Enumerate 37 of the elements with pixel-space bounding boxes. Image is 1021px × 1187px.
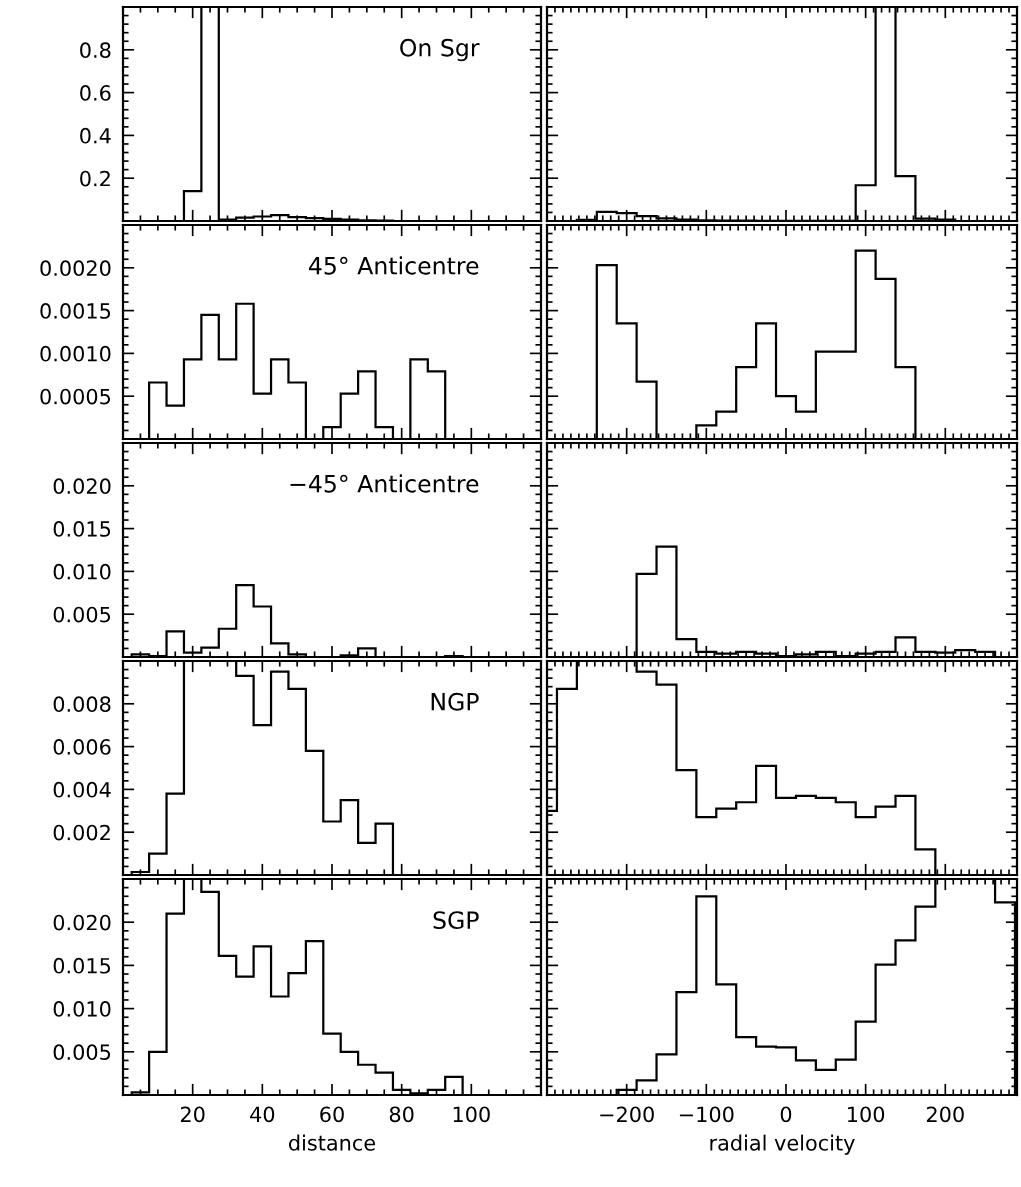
x-axis-title: radial velocity	[710, 1134, 855, 1155]
y-tick-label: 0.020	[53, 478, 111, 495]
y-tick-label: 0.004	[53, 781, 111, 798]
x-tick-label: 100	[848, 1106, 885, 1123]
y-tick-label: 0.010	[53, 1001, 111, 1017]
y-tick-label: 0.020	[53, 914, 111, 931]
y-tick-label: 0.0015	[40, 303, 111, 319]
annotation: SGP	[433, 911, 479, 930]
x-tick-label: 80	[389, 1106, 414, 1123]
y-tick-label: 0.0010	[40, 345, 111, 362]
x-tick-label: 40	[250, 1106, 275, 1123]
x-tick-label: 100	[453, 1106, 490, 1123]
x-tick-label: −100	[679, 1106, 734, 1123]
annotation: −45° Anticentre	[290, 474, 479, 493]
annotation: 45° Anticentre	[308, 256, 479, 275]
y-tick-label: 0.6	[80, 85, 111, 101]
x-tick-label: 60	[320, 1106, 344, 1123]
x-axis-title: distance	[289, 1134, 376, 1151]
annotation: On Sgr	[400, 38, 480, 62]
x-tick-label: 200	[926, 1106, 964, 1123]
y-tick-label: 0.2	[80, 170, 110, 187]
x-tick-label: −200	[600, 1106, 654, 1123]
y-tick-label: 0.015	[53, 521, 111, 537]
y-tick-label: 0.0005	[40, 388, 111, 405]
y-tick-label: 0.4	[80, 127, 111, 144]
y-tick-label: 0.0020	[40, 260, 111, 277]
annotation: NGP	[431, 692, 479, 711]
y-tick-label: 0.002	[53, 824, 110, 841]
y-tick-label: 0.015	[53, 957, 111, 974]
x-tick-label: 0	[780, 1106, 792, 1123]
y-tick-label: 0.008	[53, 696, 111, 713]
x-tick-label: 20	[180, 1106, 205, 1123]
y-tick-label: 0.010	[53, 563, 111, 580]
y-tick-label: 0.006	[53, 739, 111, 755]
y-tick-label: 0.005	[53, 606, 111, 623]
y-tick-label: 0.8	[80, 42, 111, 59]
y-tick-label: 0.005	[53, 1044, 111, 1061]
